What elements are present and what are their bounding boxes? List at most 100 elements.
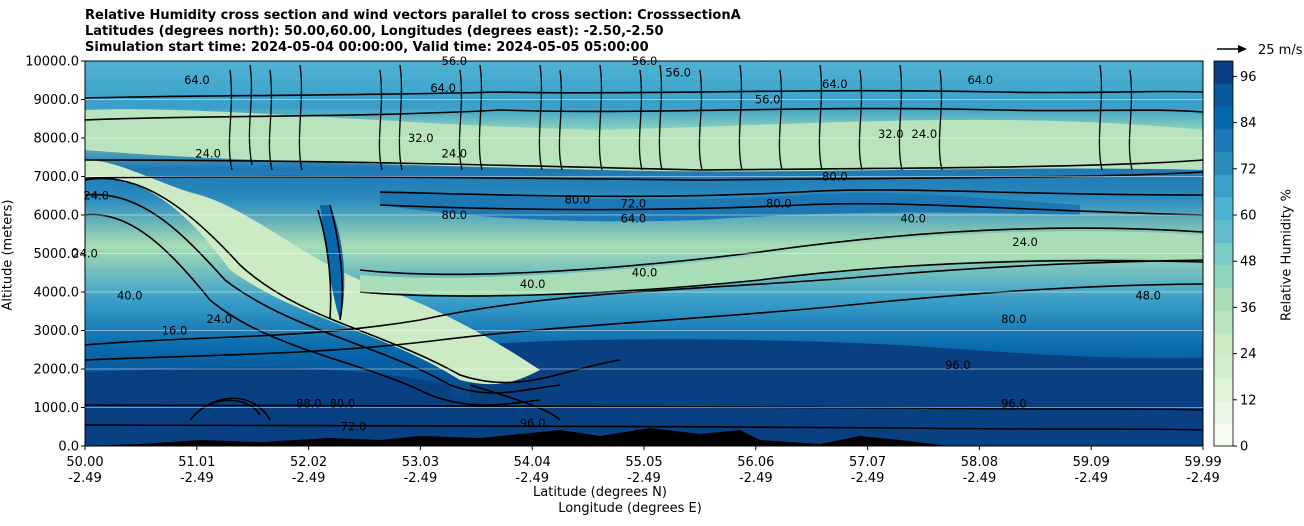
colorbar-segment (1214, 196, 1233, 221)
y-tick-label: 9000.0 (34, 93, 80, 108)
contour-label: 96.0 (945, 358, 971, 372)
x-axis-label-lon: Longitude (degrees E) (558, 501, 702, 516)
contour-label: 96.0 (1001, 397, 1027, 411)
y-axis-label: Altitude (meters) (0, 199, 16, 311)
colorbar-tick-label: 60 (1240, 209, 1257, 224)
colorbar-segment (1214, 423, 1233, 447)
contour-label: 16.0 (162, 323, 188, 337)
x-tick-label-lat: 55.05 (625, 455, 662, 470)
x-tick-label-lon: -2.49 (963, 471, 997, 486)
y-tick-label: 2000.0 (34, 363, 80, 378)
colorbar-segment (1214, 83, 1233, 107)
colorbar-frame (1213, 60, 1234, 447)
colorbar-segment (1214, 287, 1233, 311)
contour-label: 80.0 (565, 192, 591, 206)
contour-label: 72.0 (621, 196, 647, 210)
contour-label: 24.0 (195, 146, 221, 160)
contour-label: 56.0 (665, 65, 691, 79)
contour-label: 56.0 (442, 54, 468, 68)
y-tick-label: 5000.0 (34, 247, 80, 262)
colorbar-tick-label: 72 (1240, 162, 1257, 177)
x-tick-label-lat: 50.00 (66, 455, 103, 470)
colorbar-segment (1214, 332, 1233, 356)
x-tick-label-lat: 57.07 (849, 455, 886, 470)
x-axis: 50.00-2.4951.01-2.4952.02-2.4953.03-2.49… (66, 446, 1222, 486)
contour-label: 80.0 (766, 196, 792, 210)
x-tick-label-lon: -2.49 (68, 471, 102, 486)
colorbar-tick-label: 48 (1240, 255, 1257, 270)
colorbar-tick-label: 84 (1240, 116, 1257, 131)
y-tick-label: 4000.0 (34, 286, 80, 301)
contour-label: 80.0 (822, 169, 848, 183)
contour-lines (85, 89, 1203, 431)
x-tick-label-lat: 54.04 (514, 455, 551, 470)
x-tick-label-lat: 53.03 (402, 455, 439, 470)
colorbar-segment (1214, 128, 1233, 153)
y-axis: 0.0 1000.0 2000.0 3000.0 4000.0 5000.0 6000.0 7… (25, 55, 1203, 455)
contour-label: 72.0 (341, 420, 367, 434)
x-tick-label-lon: -2.49 (627, 471, 661, 486)
contour-label: 64.0 (184, 73, 210, 87)
x-tick-label-lat: 59.09 (1073, 455, 1110, 470)
contour-label: 64.0 (822, 77, 848, 91)
contour-label: 80.0 (442, 208, 468, 222)
contour-label: 40.0 (117, 289, 143, 303)
colorbar-tick-label: 24 (1240, 347, 1257, 362)
colorbar-tick-label: 36 (1240, 301, 1257, 316)
upper-contours (228, 64, 1133, 171)
colorbar-segment (1214, 174, 1233, 198)
contour-label: 56.0 (632, 54, 658, 68)
title-line-3: Simulation start time: 2024-05-04 00:00:… (85, 40, 649, 55)
contour-label: 80.0 (1001, 312, 1027, 326)
colorbar-tick-label: 0 (1240, 440, 1248, 455)
colorbar-tick-label: 12 (1240, 393, 1257, 408)
contour-label: 48.0 (1135, 289, 1161, 303)
colorbar-segment (1214, 242, 1233, 266)
contour-label: 24.0 (1012, 235, 1038, 249)
chart-title: Relative Humidity cross section and wind… (85, 8, 741, 56)
colorbar-segment (1214, 219, 1233, 243)
x-tick-label-lat: 51.01 (178, 455, 215, 470)
colorbar-segment (1214, 106, 1233, 130)
title-line-1: Relative Humidity cross section and wind… (85, 8, 741, 23)
contour-label: 64.0 (430, 81, 456, 95)
contour-label: 64.0 (967, 73, 993, 87)
contour-label: 88.0 (296, 397, 322, 411)
x-tick-label-lon: -2.49 (1074, 471, 1108, 486)
colorbar-segment (1214, 378, 1233, 402)
y-tick-label: 3000.0 (34, 324, 80, 339)
colorbar-segment (1214, 355, 1233, 379)
colorbar-segment (1214, 264, 1233, 288)
y-tick-label: 6000.0 (34, 209, 80, 224)
contour-label: 40.0 (520, 277, 546, 291)
contour-label: 96.0 (520, 416, 546, 430)
contour-label: 32.0 (878, 127, 904, 141)
contour-label: 56.0 (755, 92, 781, 106)
x-tick-label-lon: -2.49 (404, 471, 438, 486)
x-tick-label-lon: -2.49 (1186, 471, 1220, 486)
y-tick-label: 7000.0 (34, 170, 80, 185)
x-tick-label-lon: -2.49 (292, 471, 326, 486)
x-tick-label-lat: 56.06 (737, 455, 774, 470)
contour-label: 24.0 (912, 127, 938, 141)
contour-label: 80.0 (330, 397, 356, 411)
x-tick-label-lat: 59.99 (1184, 455, 1221, 470)
colorbar-label: Relative Humidity % (1279, 189, 1295, 321)
x-tick-label-lon: -2.49 (515, 471, 549, 486)
colorbar-tick-label: 96 (1240, 70, 1257, 85)
y-tick-label: 8000.0 (34, 132, 80, 147)
x-tick-label-lat: 58.08 (961, 455, 998, 470)
y-tick-label: 0.0 (58, 440, 79, 455)
colorbar-segment (1214, 310, 1233, 334)
x-tick-label-lon: -2.49 (851, 471, 885, 486)
contour-label: 24.0 (206, 312, 232, 326)
contour-label: 24.0 (72, 246, 98, 260)
contour-labels: 64.0 56.0 64.0 56.0 56.0 56.0 64.0 64.0 24.0 24.0… (72, 54, 1161, 434)
terrain-silhouette (85, 428, 950, 446)
quiver-key-label: 25 m/s (1258, 43, 1303, 58)
quiver-key-arrow (1217, 45, 1247, 53)
contour-label: 64.0 (621, 212, 647, 226)
x-tick-label-lon: -2.49 (180, 471, 214, 486)
y-tick-label: 10000.0 (25, 55, 79, 70)
